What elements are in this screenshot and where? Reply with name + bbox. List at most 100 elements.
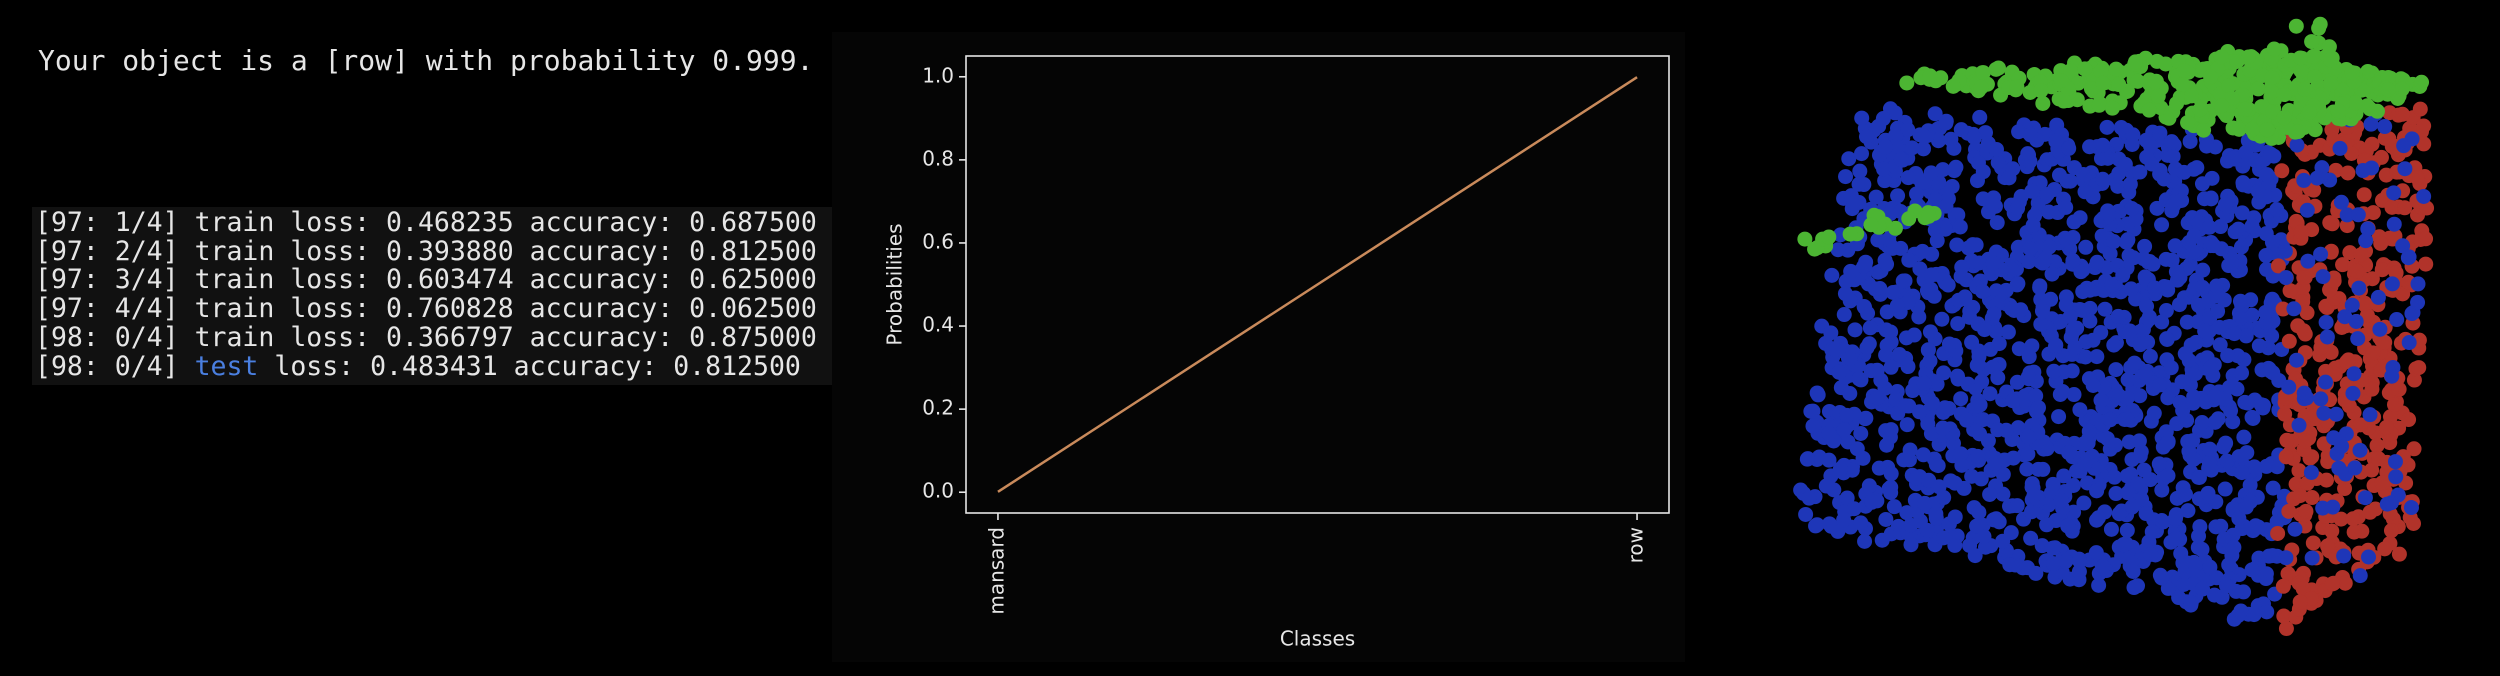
point [2362, 407, 2378, 423]
point [2171, 297, 2187, 313]
point [2160, 390, 2176, 406]
point [1823, 325, 1839, 341]
point [1843, 263, 1859, 279]
point [2388, 469, 2404, 485]
point [1876, 161, 1892, 177]
point [2160, 468, 2176, 484]
point [1995, 466, 2011, 482]
point [2066, 387, 2082, 403]
point [2319, 329, 2335, 345]
x-axis-label: Classes [1280, 627, 1355, 651]
point [1837, 286, 1853, 302]
log-mode: train [194, 207, 275, 238]
point [2217, 391, 2233, 407]
point [2032, 278, 2048, 294]
point [2299, 305, 2315, 321]
point [2229, 54, 2245, 70]
point [2077, 61, 2093, 77]
point [1915, 447, 1931, 463]
point [2304, 34, 2320, 50]
point [1899, 505, 1915, 521]
point [2304, 550, 2320, 566]
point [2386, 397, 2402, 413]
point [2351, 280, 2367, 296]
point [1990, 370, 2006, 386]
point [2350, 207, 2366, 223]
point [1936, 365, 1952, 381]
point [2075, 302, 2091, 318]
log-line: [97: 4/4] train loss: 0.760828 accuracy:… [32, 293, 842, 325]
point [2219, 578, 2235, 594]
point [1985, 255, 2001, 271]
point [2057, 230, 2073, 246]
point [2356, 187, 2372, 203]
point [2292, 488, 2308, 504]
point [2085, 377, 2101, 393]
point [1989, 215, 2005, 231]
log-epoch: [98: 0/4] [35, 321, 179, 353]
point [2186, 244, 2202, 260]
point [2186, 451, 2202, 467]
point [2349, 263, 2365, 279]
point [2406, 372, 2422, 388]
point [1842, 385, 1858, 401]
point [2113, 120, 2129, 136]
point [2336, 548, 2352, 564]
point [1851, 176, 1867, 192]
point [2143, 547, 2159, 563]
log-mode: train [194, 264, 275, 296]
point [2183, 595, 2199, 611]
point [1846, 501, 1862, 517]
point [2045, 476, 2061, 492]
point [2302, 104, 2318, 120]
point [2035, 255, 2051, 271]
point [2185, 395, 2201, 411]
point [1924, 395, 1940, 411]
point [2199, 138, 2215, 154]
point [1883, 485, 1899, 501]
point [2309, 170, 2325, 186]
point [1976, 529, 1992, 545]
point [2277, 243, 2293, 259]
log-epoch: [97: 4/4] [35, 293, 179, 325]
point [1879, 256, 1895, 272]
point [2293, 63, 2309, 79]
point [1821, 452, 1837, 468]
point [2120, 372, 2136, 388]
point [2340, 165, 2356, 181]
point [2217, 481, 2233, 497]
point [1987, 455, 2003, 471]
point [2374, 475, 2390, 491]
point [2250, 183, 2266, 199]
point [1995, 533, 2011, 549]
point [2093, 63, 2109, 79]
point [2156, 171, 2172, 187]
point [2167, 511, 2183, 527]
point [2202, 441, 2218, 457]
point [2307, 69, 2323, 85]
point [1878, 511, 1894, 527]
log-text: loss: 0.603474 accuracy: 0.625000 [290, 264, 817, 296]
point [2231, 510, 2247, 526]
point [2397, 161, 2413, 177]
point [2235, 177, 2251, 193]
point [2226, 150, 2242, 166]
point [1901, 252, 1917, 268]
point [2292, 594, 2308, 610]
point [2416, 118, 2432, 134]
point [1988, 61, 2004, 77]
point [2154, 570, 2170, 586]
point [2101, 207, 2117, 223]
point [1878, 139, 1894, 155]
point [1905, 383, 1921, 399]
point [1935, 162, 1951, 178]
point [2207, 414, 2223, 430]
point [2291, 463, 2307, 479]
log-text: loss: 0.468235 accuracy: 0.687500 [290, 207, 817, 238]
point [1903, 517, 1919, 533]
point [2403, 500, 2419, 516]
point [2196, 122, 2212, 138]
point [1900, 170, 1916, 186]
point [2039, 517, 2055, 533]
point [2064, 363, 2080, 379]
